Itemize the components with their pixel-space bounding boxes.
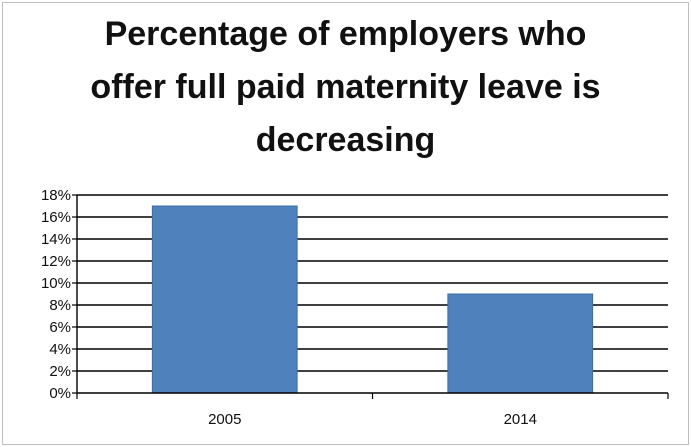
x-tick-label: 2014 (504, 411, 537, 428)
bars (151, 205, 594, 394)
chart-title-line-1: Percentage of employers who (104, 15, 587, 53)
y-tick-label: 18% (41, 187, 71, 204)
y-axis-tick-labels: 0% 2% 4% 6% 8% 10% 12% 14% 16% 18% (41, 187, 71, 402)
x-axis-tick-labels: 2005 2014 (208, 411, 537, 428)
y-tick-label: 8% (49, 297, 71, 314)
chart-title: Percentage of employers who offer full p… (0, 8, 691, 167)
x-tick-label: 2005 (208, 411, 241, 428)
y-tick-label: 2% (49, 363, 71, 380)
y-tick-label: 10% (41, 275, 71, 292)
y-tick-label: 4% (49, 341, 71, 358)
bar (151, 205, 298, 394)
chart-title-line-3: decreasing (255, 121, 436, 159)
y-tick-label: 14% (41, 231, 71, 248)
y-tick-label: 16% (41, 209, 71, 226)
y-tick-label: 12% (41, 253, 71, 270)
y-tick-label: 6% (49, 319, 71, 336)
chart-title-line-2: offer full paid maternity leave is (90, 68, 601, 106)
bar (447, 293, 594, 394)
y-tick-label: 0% (49, 385, 71, 402)
axes (72, 194, 669, 399)
